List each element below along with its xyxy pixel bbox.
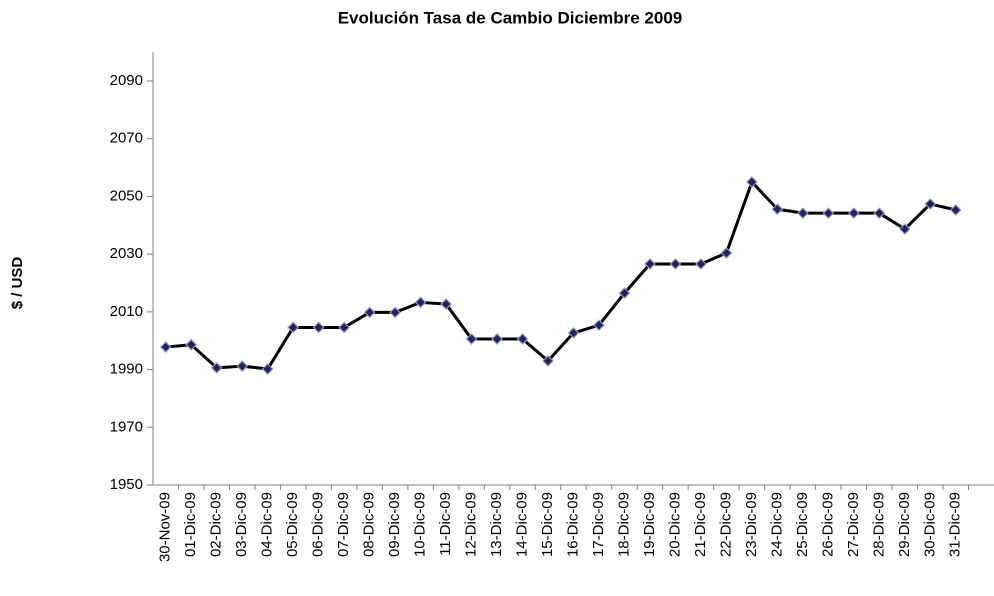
marker bbox=[465, 333, 478, 345]
x-tick-label: 19-Dic-09 bbox=[641, 492, 658, 557]
marker bbox=[236, 360, 249, 372]
x-tick-label: 31-Dic-09 bbox=[947, 492, 964, 557]
marker bbox=[491, 333, 503, 345]
y-tick-label: 2030 bbox=[110, 245, 143, 262]
x-tick-label: 06-Dic-09 bbox=[310, 492, 327, 557]
x-tick-label: 13-Dic-09 bbox=[488, 492, 505, 557]
y-tick-label: 1970 bbox=[110, 418, 143, 435]
marker bbox=[797, 207, 809, 220]
marker bbox=[312, 321, 325, 334]
marker bbox=[593, 319, 605, 331]
x-tick-label: 05-Dic-09 bbox=[284, 492, 301, 557]
marker bbox=[389, 306, 401, 319]
x-tick-label: 30-Nov-09 bbox=[157, 492, 174, 562]
marker bbox=[924, 198, 937, 210]
x-tick-label: 11-Dic-09 bbox=[437, 492, 454, 556]
x-tick-label: 04-Dic-09 bbox=[259, 492, 276, 557]
marker bbox=[847, 207, 860, 220]
marker bbox=[822, 207, 835, 220]
marker bbox=[210, 361, 223, 374]
y-tick-label: 2010 bbox=[110, 303, 143, 320]
marker bbox=[898, 223, 911, 235]
x-tick-label: 14-Dic-09 bbox=[513, 492, 530, 557]
x-tick-label: 12-Dic-09 bbox=[463, 492, 480, 557]
x-tick-label: 29-Dic-09 bbox=[896, 492, 913, 557]
marker bbox=[746, 176, 758, 188]
y-tick-label: 1950 bbox=[110, 476, 143, 493]
marker bbox=[159, 341, 172, 353]
y-tick-label: 2090 bbox=[110, 72, 143, 89]
x-tick-label: 24-Dic-09 bbox=[768, 492, 785, 557]
x-tick-label: 08-Dic-09 bbox=[361, 492, 378, 557]
x-tick-label: 21-Dic-09 bbox=[692, 492, 709, 557]
x-tick-label: 23-Dic-09 bbox=[743, 492, 760, 557]
marker bbox=[669, 258, 682, 270]
marker bbox=[644, 258, 656, 270]
marker bbox=[185, 338, 198, 351]
x-tick-label: 25-Dic-09 bbox=[794, 492, 811, 557]
x-tick-label: 20-Dic-09 bbox=[666, 492, 683, 557]
marker bbox=[873, 207, 886, 220]
y-tick-label: 2070 bbox=[110, 130, 143, 147]
marker bbox=[720, 247, 733, 259]
marker bbox=[363, 306, 376, 319]
x-tick-label: 26-Dic-09 bbox=[819, 492, 836, 557]
x-tick-label: 03-Dic-09 bbox=[233, 492, 250, 557]
x-tick-label: 22-Dic-09 bbox=[717, 492, 734, 557]
x-tick-label: 07-Dic-09 bbox=[335, 492, 352, 557]
y-tick-label: 2050 bbox=[110, 187, 143, 204]
x-tick-label: 27-Dic-09 bbox=[845, 492, 862, 557]
x-tick-label: 16-Dic-09 bbox=[564, 492, 581, 557]
line-series bbox=[165, 180, 957, 371]
marker bbox=[287, 321, 300, 334]
marker bbox=[949, 204, 962, 216]
marker bbox=[516, 333, 529, 345]
x-tick-label: 10-Dic-09 bbox=[412, 492, 429, 557]
marker bbox=[338, 321, 350, 334]
y-axis-label: $ / USD bbox=[9, 257, 26, 310]
x-tick-label: 28-Dic-09 bbox=[870, 492, 887, 557]
x-tick-label: 18-Dic-09 bbox=[615, 492, 632, 557]
marker bbox=[542, 355, 554, 367]
marker bbox=[440, 298, 452, 310]
x-tick-label: 30-Dic-09 bbox=[921, 492, 938, 557]
x-tick-label: 17-Dic-09 bbox=[590, 492, 607, 557]
marker bbox=[567, 327, 580, 339]
marker bbox=[261, 363, 274, 375]
marker bbox=[695, 258, 707, 270]
marker bbox=[414, 296, 427, 309]
marker bbox=[771, 203, 784, 215]
x-tick-label: 02-Dic-09 bbox=[208, 492, 225, 557]
x-tick-label: 09-Dic-09 bbox=[386, 492, 403, 557]
x-tick-label: 01-Dic-09 bbox=[182, 492, 199, 557]
chart-title: Evolución Tasa de Cambio Diciembre 2009 bbox=[338, 8, 683, 27]
y-tick-label: 1990 bbox=[110, 361, 143, 378]
x-tick-label: 15-Dic-09 bbox=[539, 492, 556, 557]
marker bbox=[618, 287, 631, 299]
